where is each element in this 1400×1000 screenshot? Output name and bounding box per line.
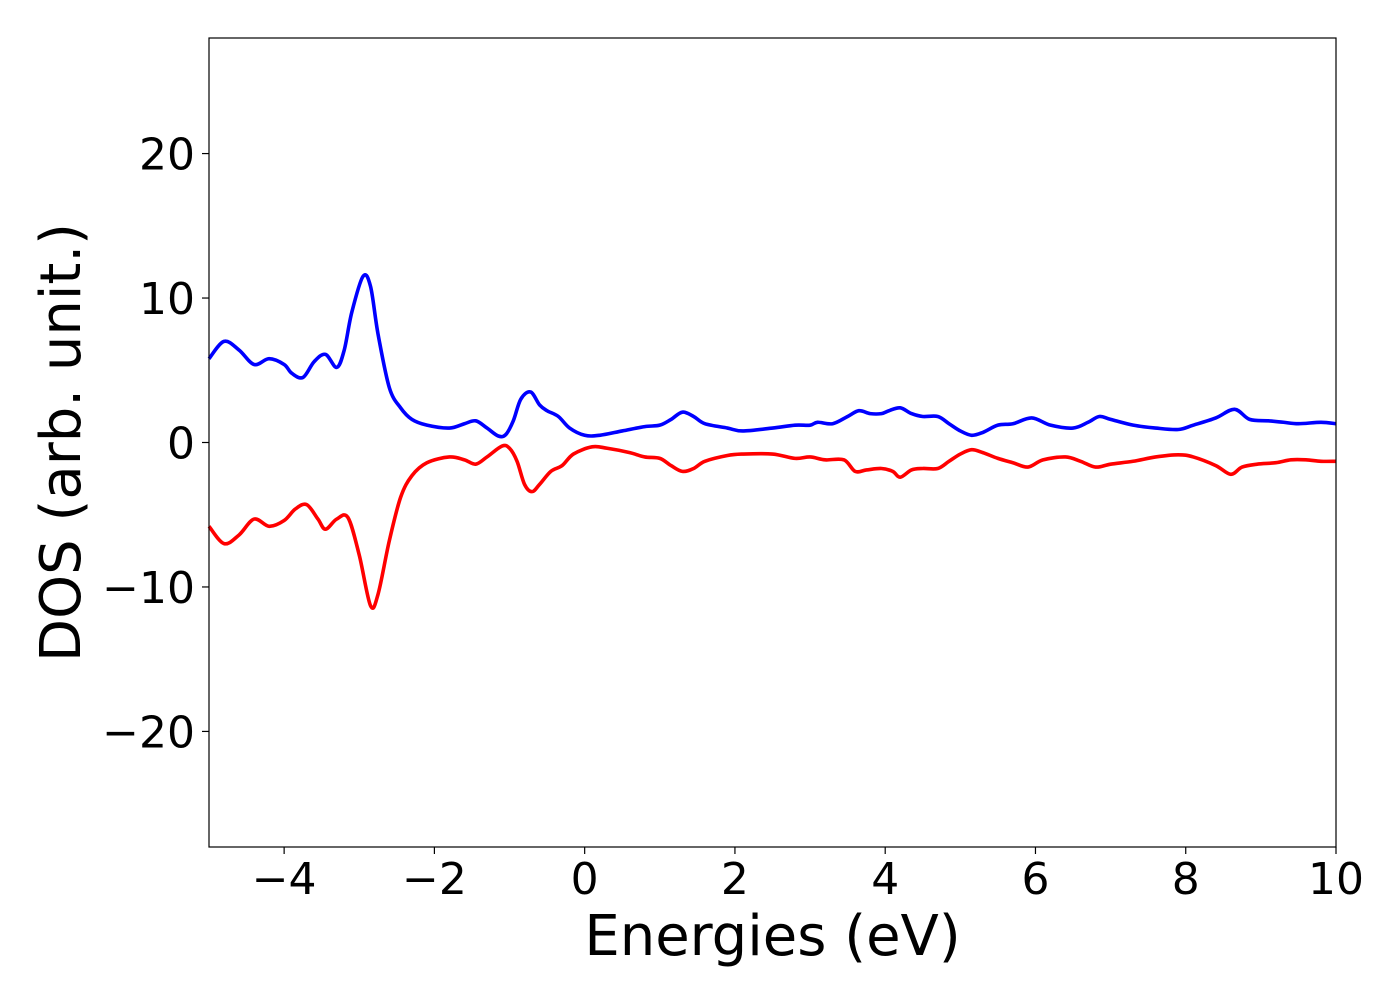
- y-tick-label: 0: [167, 419, 195, 470]
- x-tick-label: 10: [1308, 854, 1364, 905]
- y-axis-label: DOS (arb. unit.): [29, 223, 94, 662]
- y-tick-label: −20: [102, 707, 195, 758]
- y-tick-label: 20: [139, 130, 195, 181]
- y-tick-label: 10: [139, 274, 195, 325]
- series-line-1: [207, 443, 1337, 611]
- x-tick-label: 0: [571, 854, 599, 905]
- x-tick-label: 8: [1172, 854, 1200, 905]
- series-layer: [207, 272, 1337, 611]
- x-tick-label: −2: [402, 854, 467, 905]
- x-tick-label: 4: [871, 854, 899, 905]
- x-tick-label: −4: [252, 854, 317, 905]
- x-axis-label: Energies (eV): [584, 904, 960, 969]
- plot-frame: [208, 37, 1337, 848]
- y-tick-label: −10: [102, 563, 195, 614]
- x-tick-label: 2: [721, 854, 749, 905]
- series-line-0: [207, 272, 1337, 439]
- x-tick-label: 6: [1021, 854, 1049, 905]
- x-axis-ticks: −4 −2 0 2 4 6 8 10: [252, 847, 1364, 905]
- y-axis-ticks: −20 −10 0 10 20: [102, 130, 209, 758]
